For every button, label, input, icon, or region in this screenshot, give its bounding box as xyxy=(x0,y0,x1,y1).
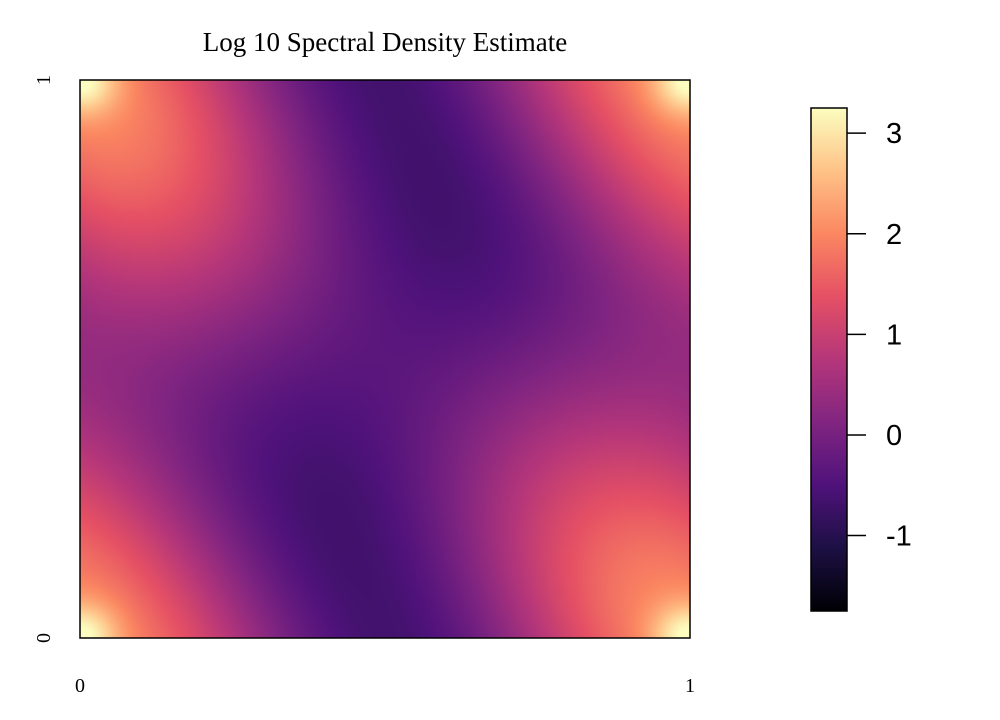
x-tick-label-0: 0 xyxy=(75,675,85,697)
y-tick-label-1: 1 xyxy=(33,75,55,85)
colorbar-gradient xyxy=(810,107,848,612)
x-tick-label-1: 1 xyxy=(685,675,695,697)
heatmap-raster xyxy=(80,80,690,638)
x-axis: 0 1 xyxy=(75,675,695,697)
y-tick-label-0: 0 xyxy=(33,633,55,643)
colorbar: 3 2 1 0 -1 xyxy=(810,107,912,612)
colorbar-tick-label-1: 2 xyxy=(886,219,902,251)
plot-area xyxy=(79,79,691,639)
chart-title: Log 10 Spectral Density Estimate xyxy=(203,27,567,57)
colorbar-tick-label-4: -1 xyxy=(886,521,912,553)
plot-frame xyxy=(79,79,691,639)
y-axis: 0 1 xyxy=(33,75,55,643)
colorbar-tick-label-0: 3 xyxy=(886,118,902,150)
colorbar-tick-label-2: 1 xyxy=(886,319,902,351)
colorbar-tick-label-3: 0 xyxy=(886,420,902,452)
